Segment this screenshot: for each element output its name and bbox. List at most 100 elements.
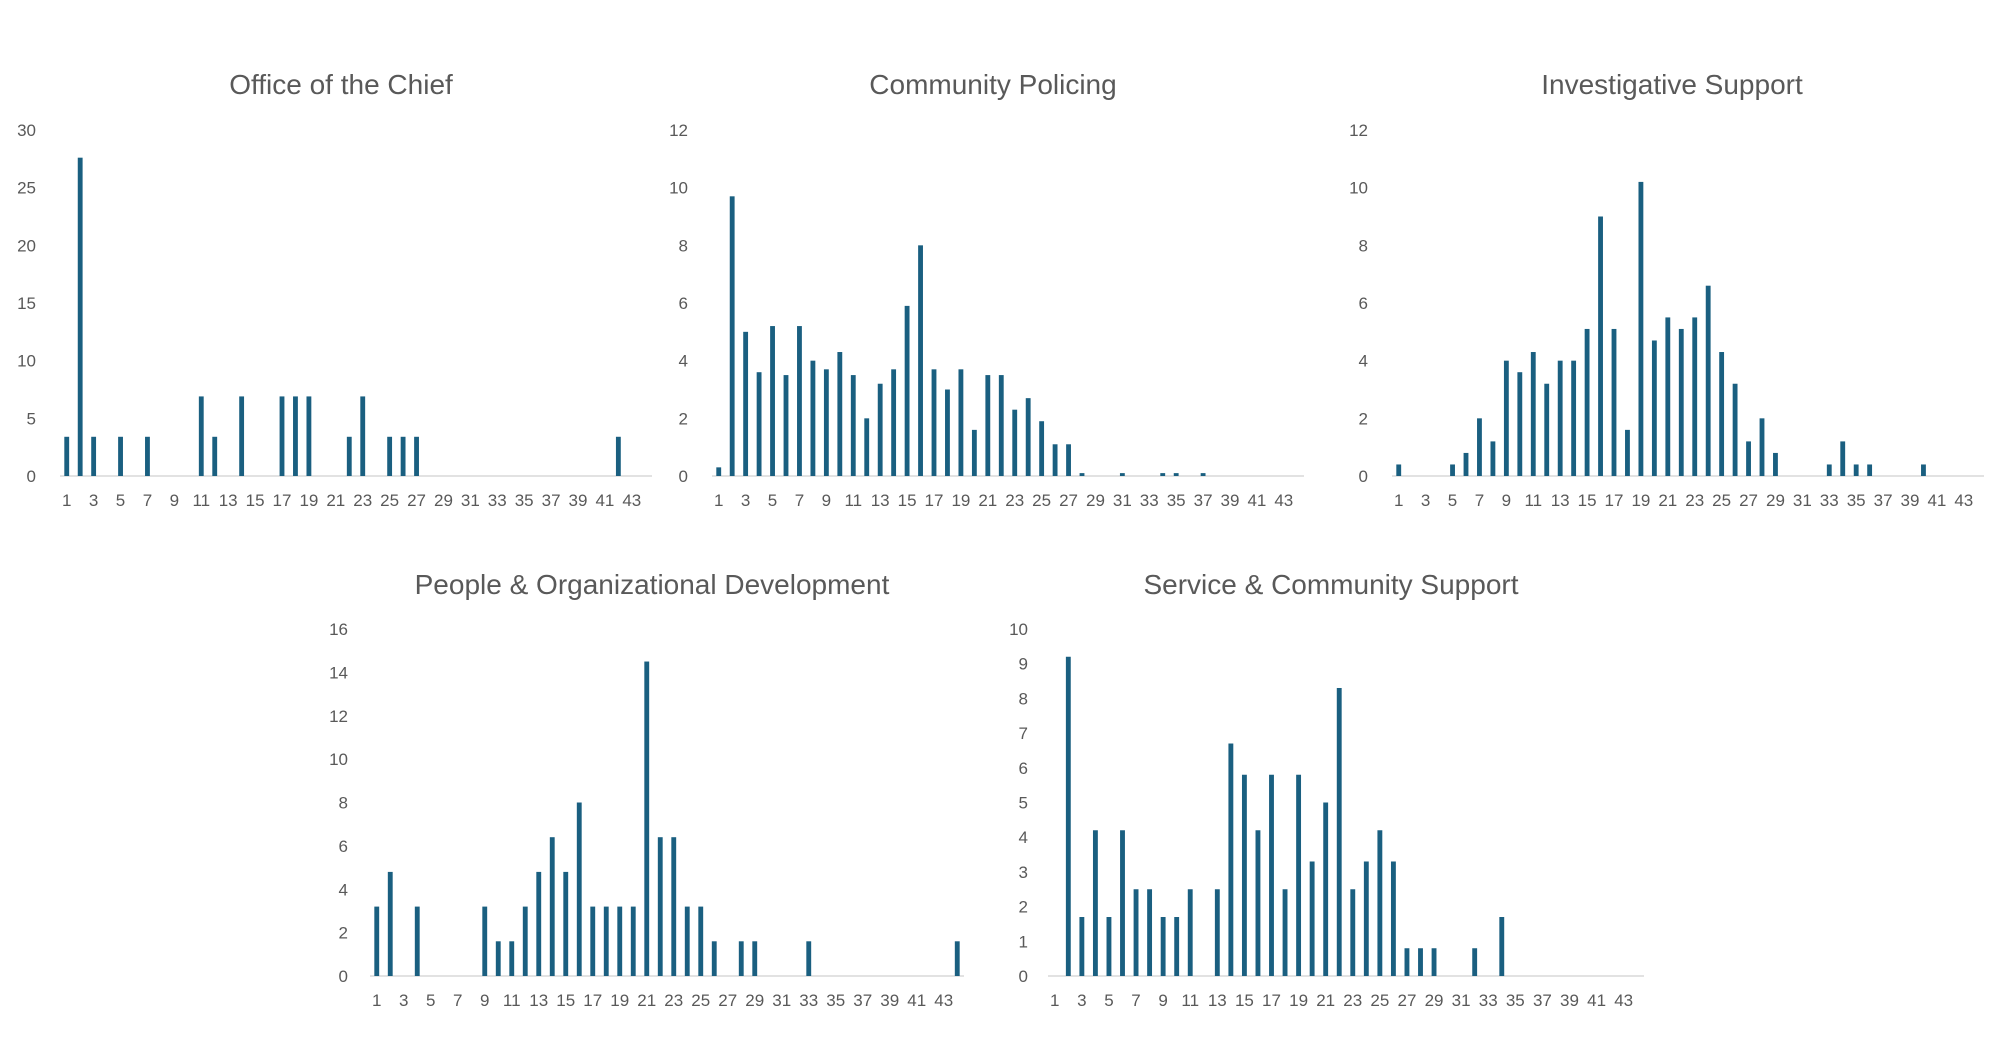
x-tick-label: 3 <box>89 491 98 510</box>
y-tick-label: 6 <box>1359 294 1368 313</box>
bar-34 <box>1499 917 1505 976</box>
x-tick-label: 15 <box>1235 991 1254 1010</box>
y-tick-label: 2 <box>339 924 348 943</box>
bar-28 <box>1759 418 1765 476</box>
bar-40 <box>1921 464 1926 476</box>
x-tick-label: 9 <box>1158 991 1167 1010</box>
bar-12 <box>864 418 870 476</box>
bar-35 <box>1853 464 1859 476</box>
bar-8 <box>810 360 816 476</box>
x-tick-label: 27 <box>1739 491 1758 510</box>
x-tick-label: 39 <box>1901 491 1920 510</box>
bar-21 <box>1323 802 1329 976</box>
bar-5 <box>770 326 775 476</box>
bar-28 <box>738 941 744 976</box>
x-tick-label: 35 <box>1847 491 1866 510</box>
bar-19 <box>958 369 964 476</box>
bar-24 <box>1705 285 1711 476</box>
bar-7 <box>1133 889 1139 976</box>
bar-16 <box>576 802 582 976</box>
x-tick-label: 43 <box>1954 491 1973 510</box>
x-tick-label: 9 <box>822 491 831 510</box>
bar-24 <box>684 906 690 976</box>
y-tick-label: 30 <box>17 121 36 140</box>
x-tick-label: 37 <box>1194 491 1213 510</box>
x-tick-label: 43 <box>1614 991 1633 1010</box>
bar-13 <box>1214 889 1220 976</box>
bar-44 <box>954 941 960 976</box>
bar-24 <box>1363 861 1369 976</box>
bar-8 <box>1147 889 1153 976</box>
chart-panel-4: People & Organizational Development 0 2 4 6 8… <box>329 569 964 1010</box>
bar-16 <box>1598 216 1603 476</box>
bar-14 <box>239 396 245 476</box>
bar-35 <box>1173 473 1179 476</box>
x-tick-label: 3 <box>1421 491 1430 510</box>
bar-25 <box>1719 352 1725 476</box>
bar-20 <box>630 906 636 976</box>
bar-26 <box>1732 383 1738 476</box>
bar-11 <box>509 941 515 976</box>
bar-22 <box>657 837 663 976</box>
bar-20 <box>1651 340 1657 476</box>
bar-7 <box>797 326 802 476</box>
bar-10 <box>837 352 843 476</box>
x-tick-label: 31 <box>1113 491 1132 510</box>
y-tick-label: 1 <box>1019 932 1028 951</box>
x-tick-label: 11 <box>192 491 210 510</box>
x-tick-label: 35 <box>1167 491 1186 510</box>
x-tick-label: 39 <box>880 991 899 1010</box>
x-tick-label: 19 <box>951 491 970 510</box>
x-tick-label: 25 <box>691 991 710 1010</box>
bar-9 <box>823 369 829 476</box>
x-tick-label: 19 <box>610 991 629 1010</box>
bar-5 <box>1106 917 1112 976</box>
bar-27 <box>1746 441 1751 476</box>
x-tick-label: 43 <box>934 991 953 1010</box>
bar-1 <box>1396 464 1402 476</box>
bar-2 <box>77 157 83 476</box>
bar-28 <box>1079 473 1085 476</box>
y-tick-label: 8 <box>1019 689 1028 708</box>
x-tick-label: 7 <box>1131 991 1140 1010</box>
y-tick-label: 0 <box>339 967 348 986</box>
bar-16 <box>918 245 923 476</box>
bar-14 <box>549 837 555 976</box>
bar-33 <box>806 941 812 976</box>
bar-25 <box>1377 830 1383 976</box>
y-tick-label: 10 <box>1349 179 1368 198</box>
bar-8 <box>1490 441 1496 476</box>
bar-42 <box>615 436 621 476</box>
x-tick-label: 27 <box>407 491 426 510</box>
x-tick-label: 21 <box>1658 491 1677 510</box>
bar-34 <box>1160 473 1166 476</box>
x-tick-label: 29 <box>1086 491 1105 510</box>
bar-11 <box>1530 352 1536 476</box>
x-tick-label: 33 <box>1479 991 1498 1010</box>
bar-18 <box>293 396 298 476</box>
x-tick-label: 21 <box>637 991 656 1010</box>
y-tick-label: 6 <box>339 837 348 856</box>
bar-4 <box>1092 830 1098 976</box>
x-tick-label: 39 <box>569 491 588 510</box>
x-tick-label: 33 <box>799 991 818 1010</box>
bar-34 <box>1840 441 1846 476</box>
chart-title: Investigative Support <box>1541 69 1803 100</box>
bar-12 <box>522 906 528 976</box>
bar-14 <box>891 369 897 476</box>
x-tick-label: 33 <box>1820 491 1839 510</box>
bar-9 <box>1503 360 1509 476</box>
y-tick-label: 15 <box>17 294 36 313</box>
bar-15 <box>1241 774 1247 976</box>
x-tick-label: 21 <box>326 491 345 510</box>
y-tick-label: 4 <box>679 352 688 371</box>
bar-11 <box>850 375 856 476</box>
y-tick-label: 12 <box>1349 121 1368 140</box>
x-tick-label: 31 <box>1793 491 1812 510</box>
x-tick-label: 9 <box>1502 491 1511 510</box>
x-tick-label: 25 <box>1032 491 1051 510</box>
x-tick-label: 13 <box>1208 991 1227 1010</box>
bar-23 <box>1350 889 1356 976</box>
x-tick-label: 29 <box>1766 491 1785 510</box>
